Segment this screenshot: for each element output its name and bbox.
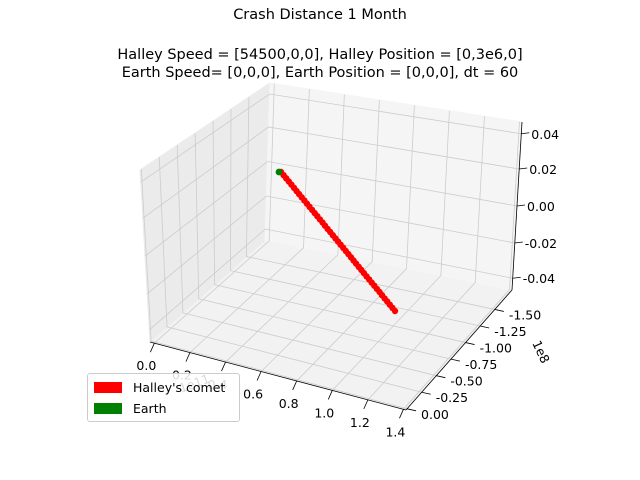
grid-line-y-3 bbox=[194, 133, 452, 360]
legend: Halley's comet Earth bbox=[87, 373, 240, 422]
x-tick-label-4: 0.8 bbox=[279, 396, 299, 411]
tick-marks bbox=[149, 132, 530, 419]
grid-line-x-1 bbox=[189, 89, 310, 353]
grid-line-z-4 bbox=[149, 228, 513, 331]
x-tick-6 bbox=[363, 399, 369, 410]
grid-line-x-5 bbox=[331, 110, 450, 391]
y-axis-line bbox=[405, 289, 513, 411]
x-tick-4 bbox=[292, 380, 298, 391]
y-tick-label-5: -1.25 bbox=[494, 324, 526, 339]
x-tick-7 bbox=[399, 409, 404, 419]
z-tick-label-2: 0.00 bbox=[527, 199, 555, 214]
x-tick-label-7: 1.4 bbox=[385, 424, 405, 439]
grid-line-z-2 bbox=[144, 161, 518, 257]
z-tick-4 bbox=[512, 276, 521, 279]
y-tick-label-0: 0.00 bbox=[421, 407, 449, 422]
z-tick-3 bbox=[514, 241, 523, 244]
y-tick-label-4: -1.00 bbox=[480, 341, 512, 356]
y-tick-5 bbox=[480, 325, 490, 329]
axes-panes bbox=[139, 82, 523, 411]
tick-labels: 0.00.20.40.60.81.01.21.40.00-0.25-0.50-0… bbox=[136, 127, 559, 440]
grid-lines bbox=[140, 83, 522, 410]
halley-point-44 bbox=[391, 307, 399, 315]
y-tick-6 bbox=[494, 309, 504, 312]
z-tick-1 bbox=[519, 167, 528, 170]
x-axis-line bbox=[149, 341, 407, 411]
grid-line-y-4 bbox=[212, 121, 466, 343]
grid-line-z-0 bbox=[140, 93, 522, 183]
z-tick-label-4: -0.04 bbox=[523, 271, 555, 286]
grid-line-x-6 bbox=[367, 116, 485, 401]
grid-line-x-4 bbox=[296, 105, 415, 382]
grid-line-y-2 bbox=[176, 145, 437, 377]
grid-line-y-6 bbox=[245, 97, 495, 310]
grid-line-z-3 bbox=[146, 195, 515, 295]
y-offset-label: 1e8 bbox=[529, 338, 553, 366]
grid-line-x-0 bbox=[154, 83, 275, 344]
legend-item-earth: Earth bbox=[94, 400, 167, 416]
x-tick-2 bbox=[221, 361, 226, 372]
y-tick-1 bbox=[421, 391, 431, 395]
legend-label-earth: Earth bbox=[133, 400, 167, 416]
legend-item-halley: Halley's comet bbox=[94, 379, 225, 395]
grid-line-x-7 bbox=[403, 121, 520, 410]
x-tick-label-6: 1.2 bbox=[350, 415, 370, 430]
x-tick-3 bbox=[256, 371, 262, 381]
x-tick-label-3: 0.6 bbox=[243, 387, 263, 402]
legend-label-halley: Halley's comet bbox=[133, 379, 226, 395]
chart-subtitle-line1: Halley Speed = [54500,0,0], Halley Posit… bbox=[117, 47, 523, 63]
data-points bbox=[275, 168, 399, 315]
x-tick-label-5: 1.0 bbox=[314, 405, 334, 420]
z-tick-2 bbox=[516, 204, 526, 207]
y-tick-2 bbox=[436, 375, 446, 379]
chart-title: Crash Distance 1 Month bbox=[233, 7, 407, 23]
grid-line-y-0 bbox=[140, 169, 408, 410]
y-tick-label-2: -0.50 bbox=[450, 374, 482, 389]
y-tick-label-3: -0.75 bbox=[465, 357, 497, 372]
x-tick-label-0: 0.0 bbox=[136, 358, 156, 373]
z-tick-label-0: 0.04 bbox=[531, 127, 559, 142]
grid-line-x-2 bbox=[225, 94, 345, 363]
grid-line-y-1 bbox=[158, 157, 422, 393]
legend-swatch-halley bbox=[94, 381, 122, 393]
legend-swatch-earth bbox=[94, 402, 122, 414]
grid-line-x-3 bbox=[260, 99, 380, 372]
z-tick-label-1: 0.02 bbox=[529, 162, 557, 177]
grid-line-y-5 bbox=[230, 109, 481, 327]
y-tick-0 bbox=[406, 408, 417, 412]
y-tick-label-1: -0.25 bbox=[436, 390, 468, 405]
y-tick-3 bbox=[450, 358, 461, 362]
chart-subtitle-line2: Earth Speed= [0,0,0], Earth Position = [… bbox=[121, 65, 519, 81]
z-tick-label-3: -0.02 bbox=[525, 236, 557, 251]
x-tick-0 bbox=[149, 342, 155, 353]
y-tick-4 bbox=[465, 342, 475, 345]
x-tick-1 bbox=[185, 352, 191, 362]
x-tick-5 bbox=[327, 390, 333, 400]
grid-line-z-1 bbox=[142, 126, 520, 219]
z-tick-0 bbox=[521, 132, 530, 135]
y-tick-label-6: -1.50 bbox=[509, 307, 541, 322]
earth-point bbox=[275, 168, 283, 176]
